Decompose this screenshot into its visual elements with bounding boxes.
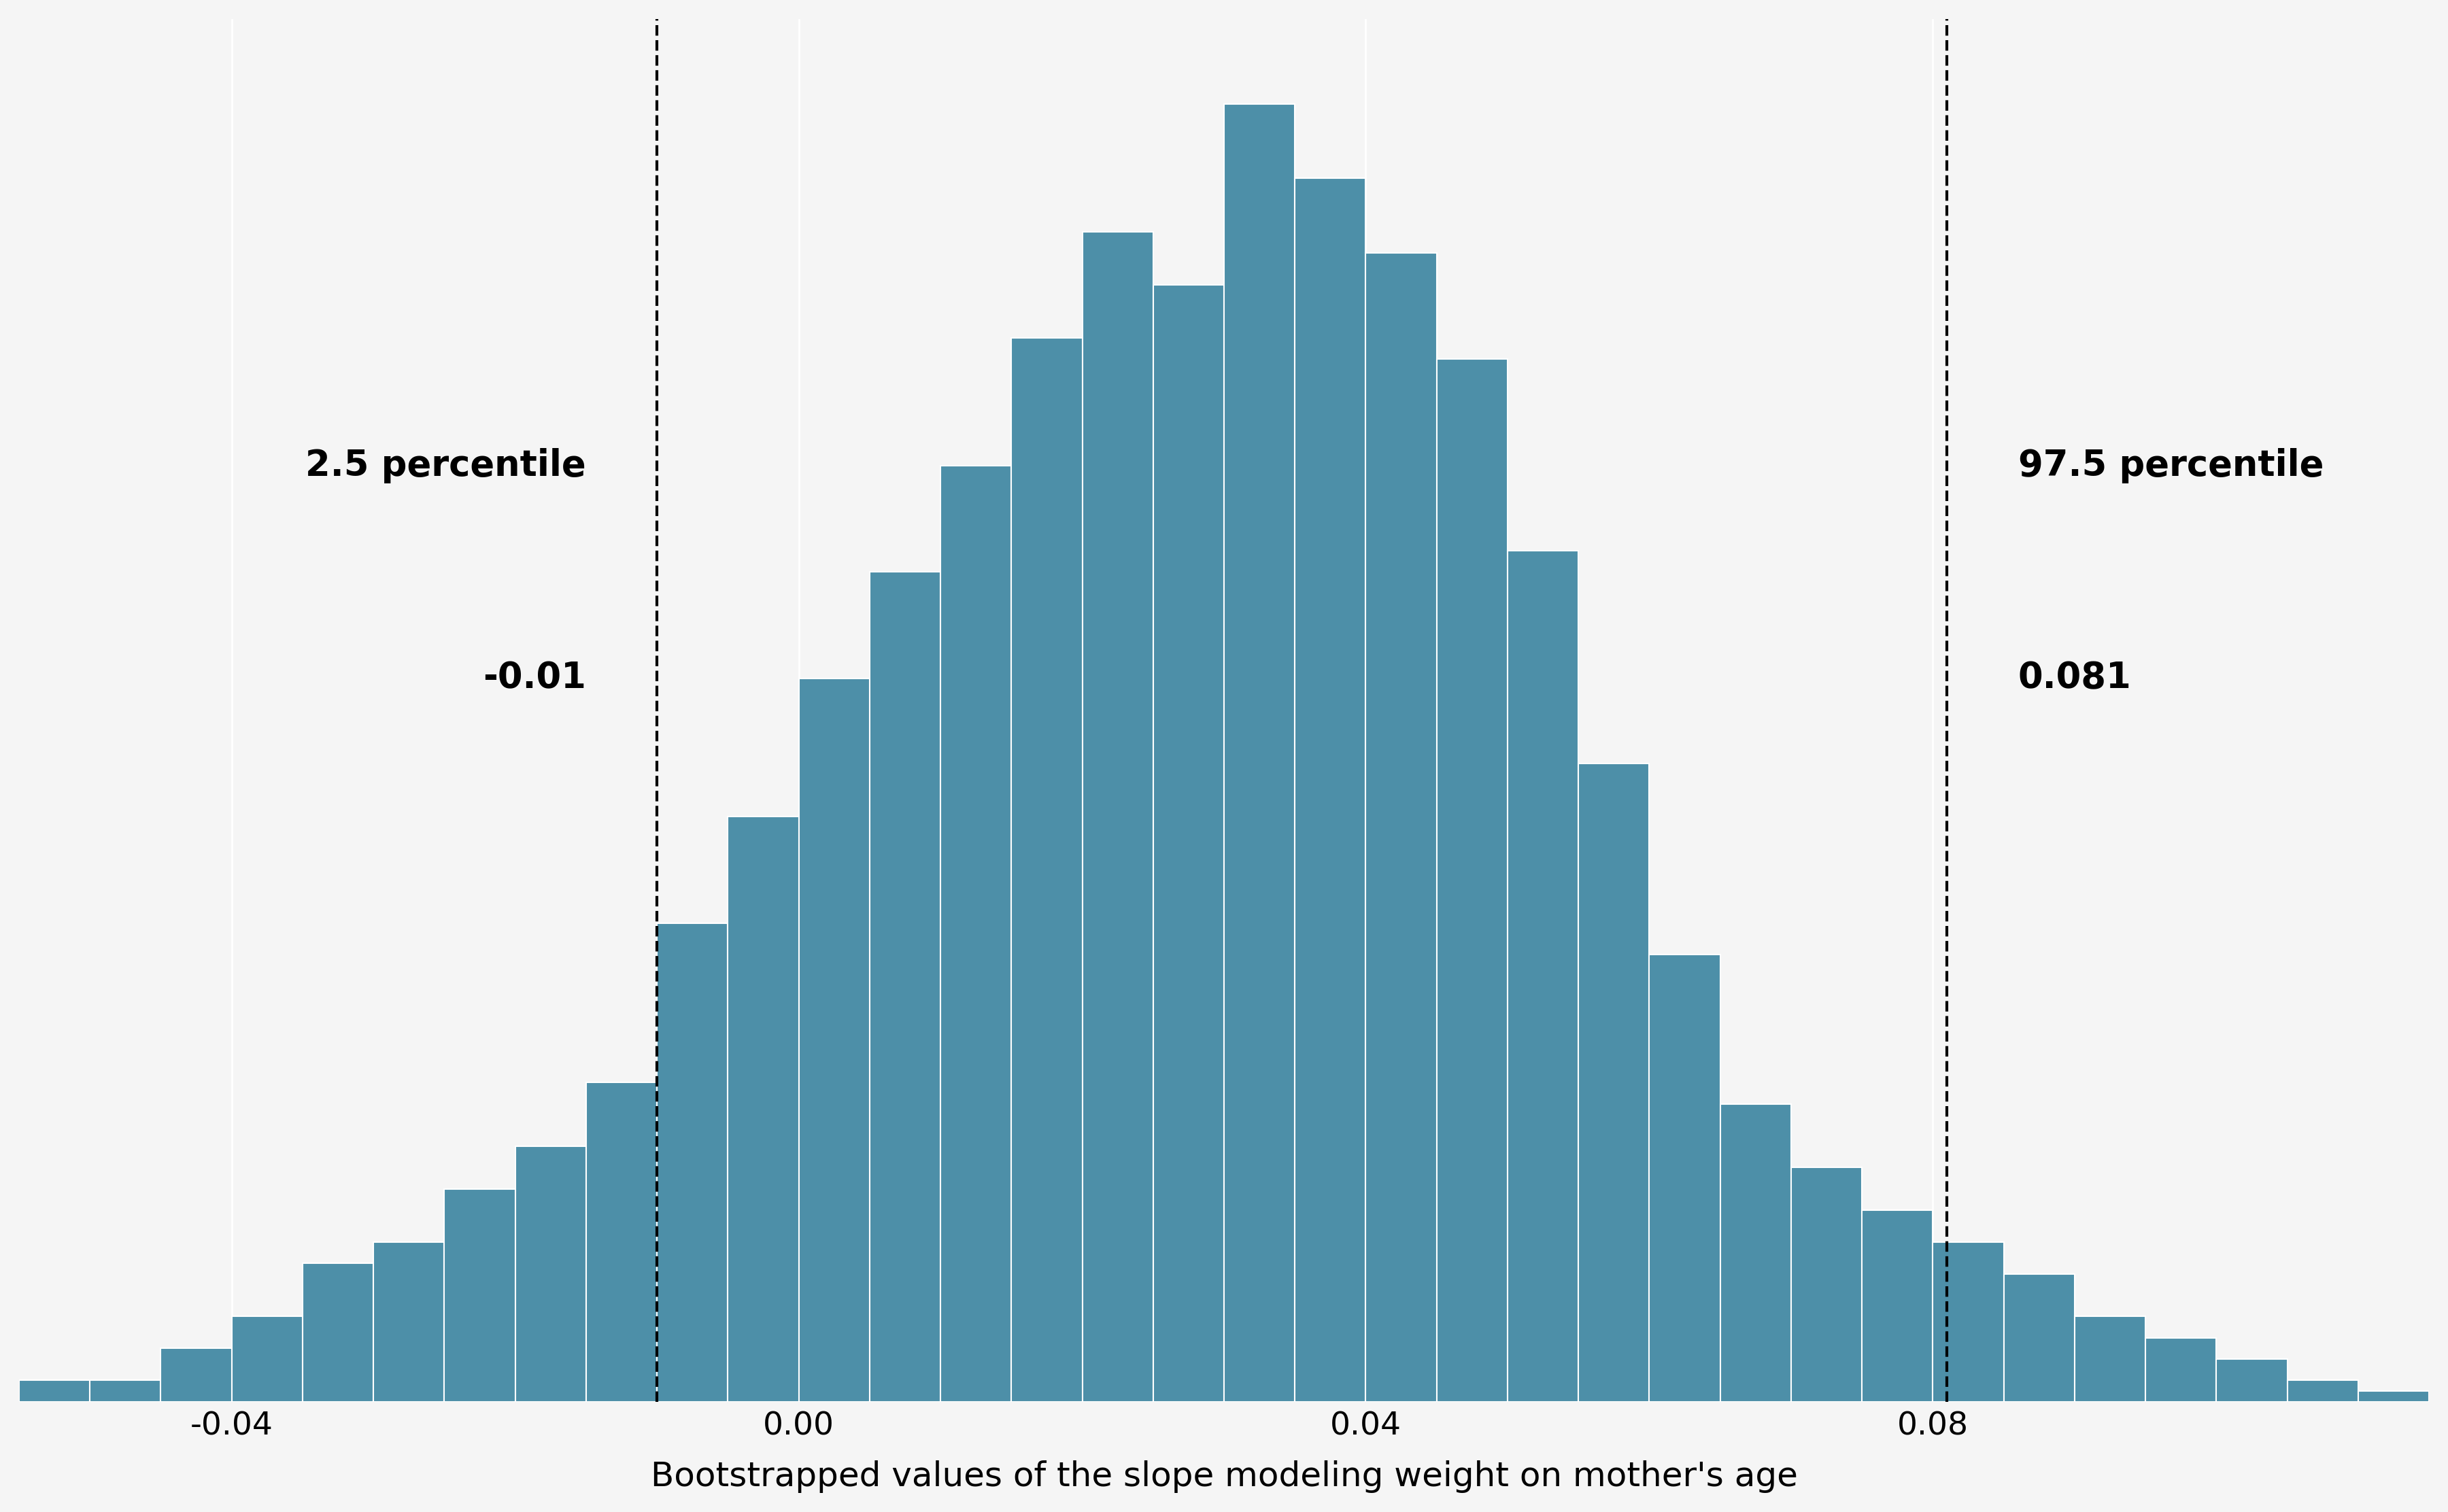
Bar bbox=[656, 922, 727, 1402]
Bar bbox=[1934, 1241, 2005, 1402]
Bar bbox=[727, 816, 798, 1402]
Bar bbox=[1082, 231, 1153, 1402]
Text: 2.5 percentile: 2.5 percentile bbox=[306, 448, 585, 484]
Bar bbox=[514, 1146, 585, 1402]
Bar bbox=[2144, 1338, 2215, 1402]
Bar bbox=[1579, 764, 1650, 1402]
Bar bbox=[2357, 1391, 2428, 1402]
Text: 97.5 percentile: 97.5 percentile bbox=[2017, 448, 2323, 484]
Bar bbox=[2073, 1317, 2144, 1402]
Text: 0.081: 0.081 bbox=[2017, 661, 2132, 696]
Bar bbox=[1153, 284, 1224, 1402]
Bar bbox=[1011, 339, 1082, 1402]
Bar bbox=[940, 466, 1011, 1402]
Bar bbox=[1437, 360, 1508, 1402]
X-axis label: Bootstrapped values of the slope modeling weight on mother's age: Bootstrapped values of the slope modelin… bbox=[651, 1461, 1797, 1494]
Bar bbox=[233, 1317, 304, 1402]
Bar bbox=[304, 1264, 375, 1402]
Bar bbox=[1863, 1210, 1934, 1402]
Bar bbox=[20, 1380, 91, 1402]
Bar bbox=[2215, 1359, 2286, 1402]
Text: -0.01: -0.01 bbox=[482, 661, 585, 696]
Bar bbox=[1721, 1104, 1792, 1402]
Bar bbox=[91, 1380, 162, 1402]
Bar bbox=[443, 1188, 514, 1402]
Bar bbox=[1295, 178, 1366, 1402]
Bar bbox=[1508, 550, 1579, 1402]
Bar bbox=[585, 1083, 656, 1402]
Bar bbox=[375, 1241, 443, 1402]
Bar bbox=[1650, 956, 1721, 1402]
Bar bbox=[1366, 253, 1437, 1402]
Bar bbox=[1224, 104, 1295, 1402]
Bar bbox=[162, 1349, 233, 1402]
Bar bbox=[798, 679, 869, 1402]
Bar bbox=[869, 572, 940, 1402]
Bar bbox=[1792, 1167, 1863, 1402]
Bar bbox=[2286, 1380, 2357, 1402]
Bar bbox=[2005, 1275, 2073, 1402]
